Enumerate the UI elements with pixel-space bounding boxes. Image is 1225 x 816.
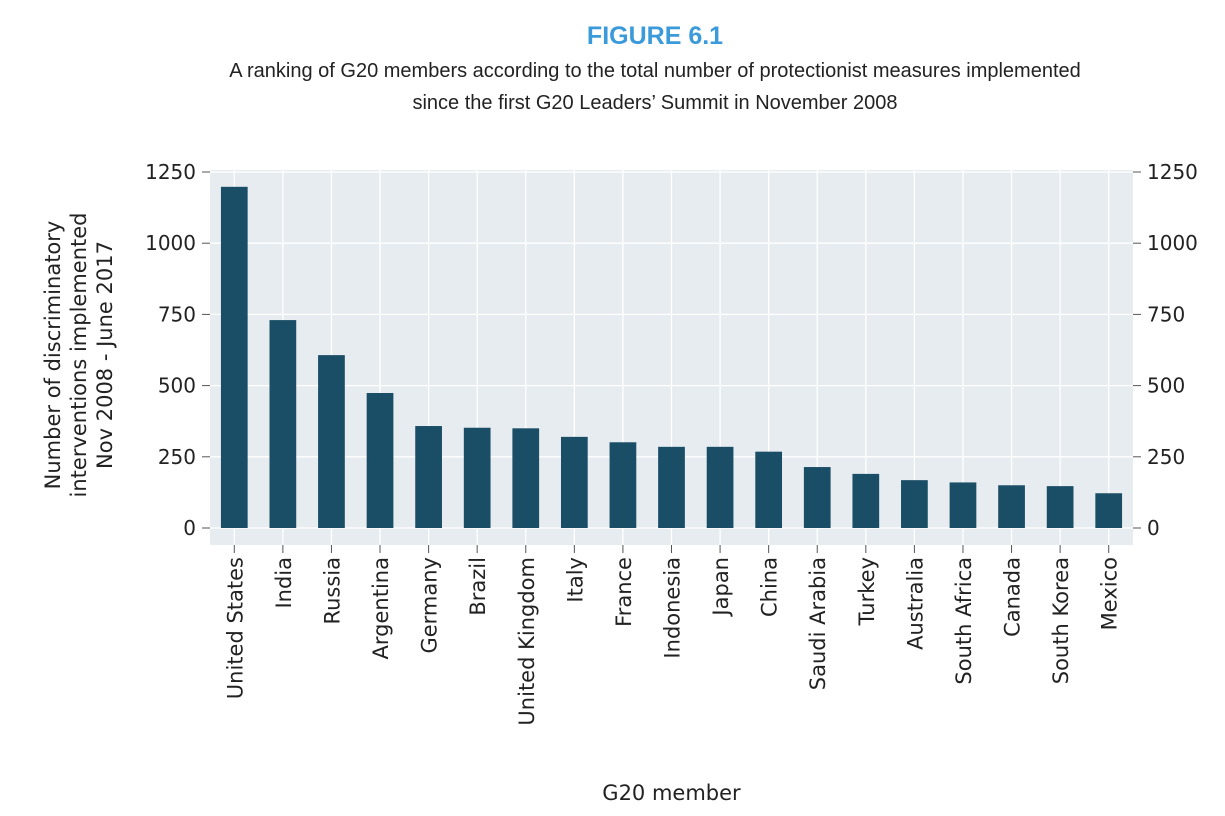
bar: [949, 482, 977, 528]
bar: [269, 320, 297, 528]
y-tick-label-left: 250: [158, 445, 196, 469]
x-tick-label: Indonesia: [661, 557, 685, 659]
bar: [706, 446, 734, 528]
y-tick-label-right: 500: [1147, 374, 1185, 398]
chart-subtitle-line-1: A ranking of G20 members according to th…: [229, 60, 1081, 82]
x-tick-label: Turkey: [855, 557, 879, 626]
bar: [609, 442, 637, 528]
bar: [463, 427, 491, 528]
y-tick-label-right: 1000: [1147, 231, 1198, 255]
y-tick-label-right: 0: [1147, 516, 1160, 540]
x-tick-label: China: [758, 557, 782, 617]
y-tick-label-left: 1250: [145, 160, 196, 184]
y-tick-label-left: 0: [183, 516, 196, 540]
bar: [220, 186, 248, 528]
bar: [318, 355, 345, 528]
x-tick-label: Italy: [563, 557, 587, 603]
y-axis-label-line: Nov 2008 - June 2017: [93, 241, 117, 469]
x-tick-label: Canada: [1001, 557, 1025, 637]
x-tick-label: Mexico: [1098, 557, 1122, 630]
bar: [658, 446, 685, 528]
x-tick-label: Saudi Arabia: [806, 557, 830, 690]
chart-subtitle-line-2: since the first G20 Leaders’ Summit in N…: [412, 92, 898, 114]
x-tick-label: Russia: [320, 557, 344, 625]
x-tick-label: South Africa: [952, 557, 976, 685]
y-tick-label-right: 250: [1147, 445, 1185, 469]
bar: [998, 485, 1025, 528]
x-tick-label: South Korea: [1049, 557, 1073, 684]
y-tick-label-right: 1250: [1147, 160, 1198, 184]
bar: [803, 467, 831, 528]
y-tick-label-left: 1000: [145, 231, 196, 255]
y-tick-label-right: 750: [1147, 302, 1185, 326]
x-tick-label: Australia: [903, 557, 927, 650]
x-tick-label: Germany: [418, 557, 442, 654]
bar: [512, 428, 540, 528]
x-tick-label: Japan: [709, 557, 733, 618]
x-axis-label: G20 member: [602, 781, 741, 805]
x-tick-label: Brazil: [466, 557, 490, 616]
bar: [1046, 486, 1074, 528]
x-tick-label: United Kingdom: [515, 557, 539, 726]
x-tick-label: India: [272, 557, 296, 609]
bar: [901, 480, 928, 528]
x-tick-label: Argentina: [369, 557, 393, 659]
bar: [560, 436, 588, 528]
x-tick-label: France: [612, 557, 636, 627]
bar: [852, 473, 880, 528]
bar: [366, 393, 394, 528]
y-axis-label-line: interventions implemented: [67, 213, 91, 498]
y-axis-label-line: Number of discriminatory: [41, 221, 65, 490]
y-tick-label-left: 500: [158, 374, 196, 398]
bar: [755, 451, 783, 528]
figure-label: FIGURE 6.1: [586, 22, 724, 50]
x-tick-label: United States: [223, 557, 247, 699]
bar: [415, 426, 442, 528]
y-tick-label-left: 750: [158, 302, 196, 326]
bar: [1095, 493, 1123, 528]
